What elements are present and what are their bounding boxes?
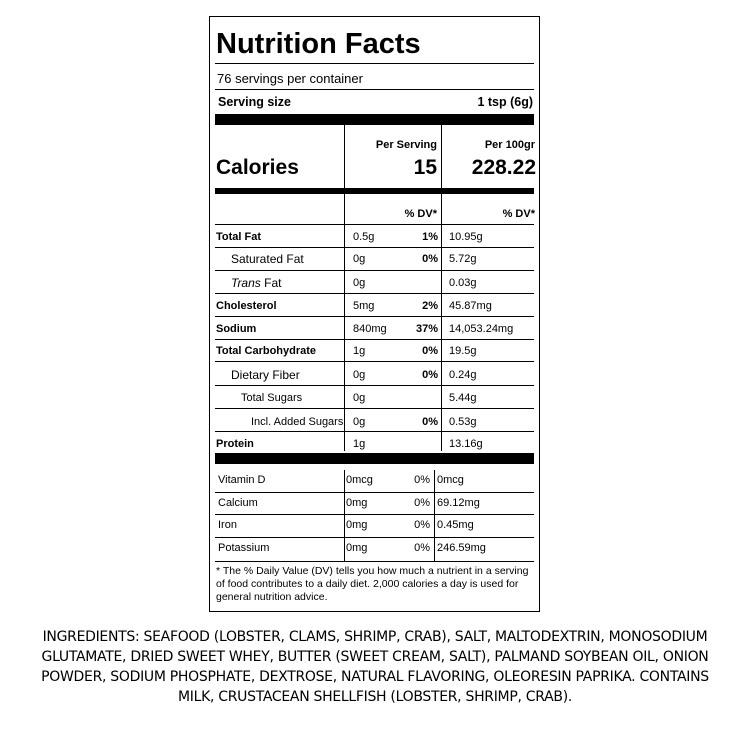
vitamin-amount: 0mg: [346, 519, 368, 531]
vitamin-dv: 0%: [414, 497, 430, 509]
divider: [215, 89, 534, 90]
nutrient-dv: 2%: [422, 300, 438, 312]
dv-header-serving: % DV*: [404, 208, 437, 220]
vitamin-name: Calcium: [218, 497, 258, 509]
column-divider: [441, 125, 442, 451]
trans-rest: Fat: [260, 276, 282, 290]
vitamin-per100: 246.59mg: [437, 542, 486, 554]
nutrient-dv: 1%: [422, 231, 438, 243]
nutrient-name: Total Fat: [216, 231, 262, 243]
nutrient-name: Cholesterol: [216, 300, 277, 312]
vitamin-amount: 0mcg: [346, 474, 373, 486]
medium-divider: [215, 188, 534, 194]
nutrient-amount: 0.5g: [353, 231, 375, 243]
serving-size-value: 1 tsp (6g): [477, 95, 533, 109]
vitamin-name: Potassium: [218, 542, 270, 554]
row-line: [215, 492, 534, 493]
row-line: [215, 293, 534, 294]
nutrient-name: Total Carbohydrate: [216, 345, 317, 357]
nutrient-per100: 0.03g: [449, 277, 477, 289]
nutrient-per100: 0.53g: [449, 416, 477, 428]
nutrient-name: Sodium: [216, 323, 257, 335]
vitamin-amount: 0mg: [346, 497, 368, 509]
vitamin-name: Vitamin D: [218, 474, 266, 486]
row-line: [215, 224, 534, 225]
nutrient-amount: 0g: [353, 253, 366, 265]
thick-divider: [215, 453, 534, 464]
row-line: [215, 385, 534, 386]
nutrient-per100: 5.72g: [449, 253, 477, 265]
nutrient-dv: 0%: [422, 369, 438, 381]
nutrient-amount: 1g: [353, 438, 366, 450]
nutrient-per100: 45.87mg: [449, 300, 492, 312]
vitamin-dv: 0%: [414, 542, 430, 554]
vitamin-dv: 0%: [414, 519, 430, 531]
nutrient-dv: 37%: [415, 323, 438, 335]
nutrient-amount: 0g: [353, 369, 366, 381]
serving-size-label: Serving size: [218, 95, 291, 109]
dv-header-100: % DV*: [502, 208, 535, 220]
vitamin-name: Iron: [218, 519, 237, 531]
thick-divider: [215, 114, 534, 125]
nutrient-per100: 0.24g: [449, 369, 477, 381]
servings-per-container: 76 servings per container: [217, 71, 363, 86]
divider: [215, 561, 534, 562]
nutrient-name: Incl. Added Sugars: [251, 416, 344, 428]
per-100-header: Per 100gr: [484, 139, 535, 151]
nutrient-per100: 14,053.24mg: [449, 323, 514, 335]
nutrient-per100: 5.44g: [449, 392, 477, 404]
nutrient-name: Total Sugars: [241, 392, 303, 404]
nutrient-amount: 0g: [353, 416, 366, 428]
nutrient-name: Trans Fat: [231, 276, 281, 290]
divider: [215, 63, 534, 64]
nutrient-per100: 19.5g: [449, 345, 477, 357]
nutrient-name: Saturated Fat: [231, 252, 304, 266]
ingredients-text: INGREDIENTS: SEAFOOD (LOBSTER, CLAMS, SH…: [41, 629, 709, 705]
row-line: [215, 339, 534, 340]
calories-per-100: 228.22: [471, 156, 536, 179]
nutrient-dv: 0%: [422, 253, 438, 265]
nutrient-name: Protein: [216, 438, 254, 450]
row-line: [215, 537, 534, 538]
column-divider: [344, 470, 345, 561]
nutrient-amount: 1g: [353, 345, 366, 357]
nutrient-amount: 5mg: [353, 300, 375, 312]
column-divider: [344, 125, 345, 451]
vitamin-amount: 0mg: [346, 542, 368, 554]
nutrient-amount: 840mg: [353, 323, 387, 335]
vitamin-per100: 69.12mg: [437, 497, 480, 509]
column-divider: [434, 470, 435, 561]
vitamin-per100: 0mcg: [437, 474, 464, 486]
nutrient-dv: 0%: [422, 345, 438, 357]
trans-italic: Trans: [231, 276, 261, 290]
nutrition-facts-label: Nutrition Facts 76 servings per containe…: [209, 16, 540, 612]
nutrient-amount: 0g: [353, 392, 366, 404]
vitamin-dv: 0%: [414, 474, 430, 486]
per-serving-header: Per Serving: [375, 139, 437, 151]
vitamin-per100: 0.45mg: [437, 519, 474, 531]
nutrient-per100: 10.95g: [449, 231, 483, 243]
nutrient-amount: 0g: [353, 277, 366, 289]
daily-value-footnote: * The % Daily Value (DV) tells you how m…: [216, 565, 529, 603]
row-line: [215, 514, 534, 515]
row-line: [215, 270, 534, 271]
row-line: [215, 316, 534, 317]
nutrient-name: Dietary Fiber: [231, 368, 300, 382]
row-line: [215, 247, 534, 248]
row-line: [215, 408, 534, 409]
row-line: [215, 431, 534, 432]
calories-per-serving: 15: [413, 156, 437, 179]
row-line: [215, 361, 534, 362]
nutrient-per100: 13.16g: [449, 438, 483, 450]
nutrient-dv: 0%: [422, 416, 438, 428]
label-title: Nutrition Facts: [216, 28, 421, 60]
calories-label: Calories: [216, 156, 299, 179]
